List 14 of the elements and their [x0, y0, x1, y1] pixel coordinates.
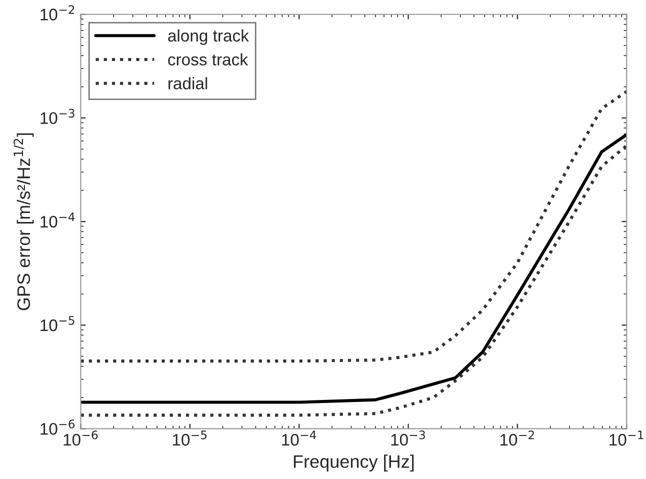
x-tick-label: 10$^{−5}$ — [172, 430, 207, 446]
x-tick-label: 10$^{−1}$ — [610, 430, 644, 446]
x-tick-label: 10$^{−3}$ — [391, 430, 425, 446]
legend-label: radial — [168, 77, 208, 90]
x-tick-label: 10$^{−4}$ — [282, 430, 316, 446]
y-tick-label: 10$^{−4}$ — [40, 212, 75, 228]
y-tick-label: 10$^{−5}$ — [40, 316, 74, 332]
x-axis-title: Frequency [Hz] — [294, 454, 414, 472]
y-axis-title: GPS error [m/s²/Hz$^{1/2}$] — [14, 133, 34, 310]
legend-label: cross track — [168, 53, 248, 66]
y-tick-label: 10$^{−3}$ — [40, 108, 74, 124]
x-tick-label: 10$^{−2}$ — [500, 430, 534, 446]
y-tick-label: 10$^{−2}$ — [40, 5, 74, 20]
legend-label: along track — [168, 29, 249, 45]
